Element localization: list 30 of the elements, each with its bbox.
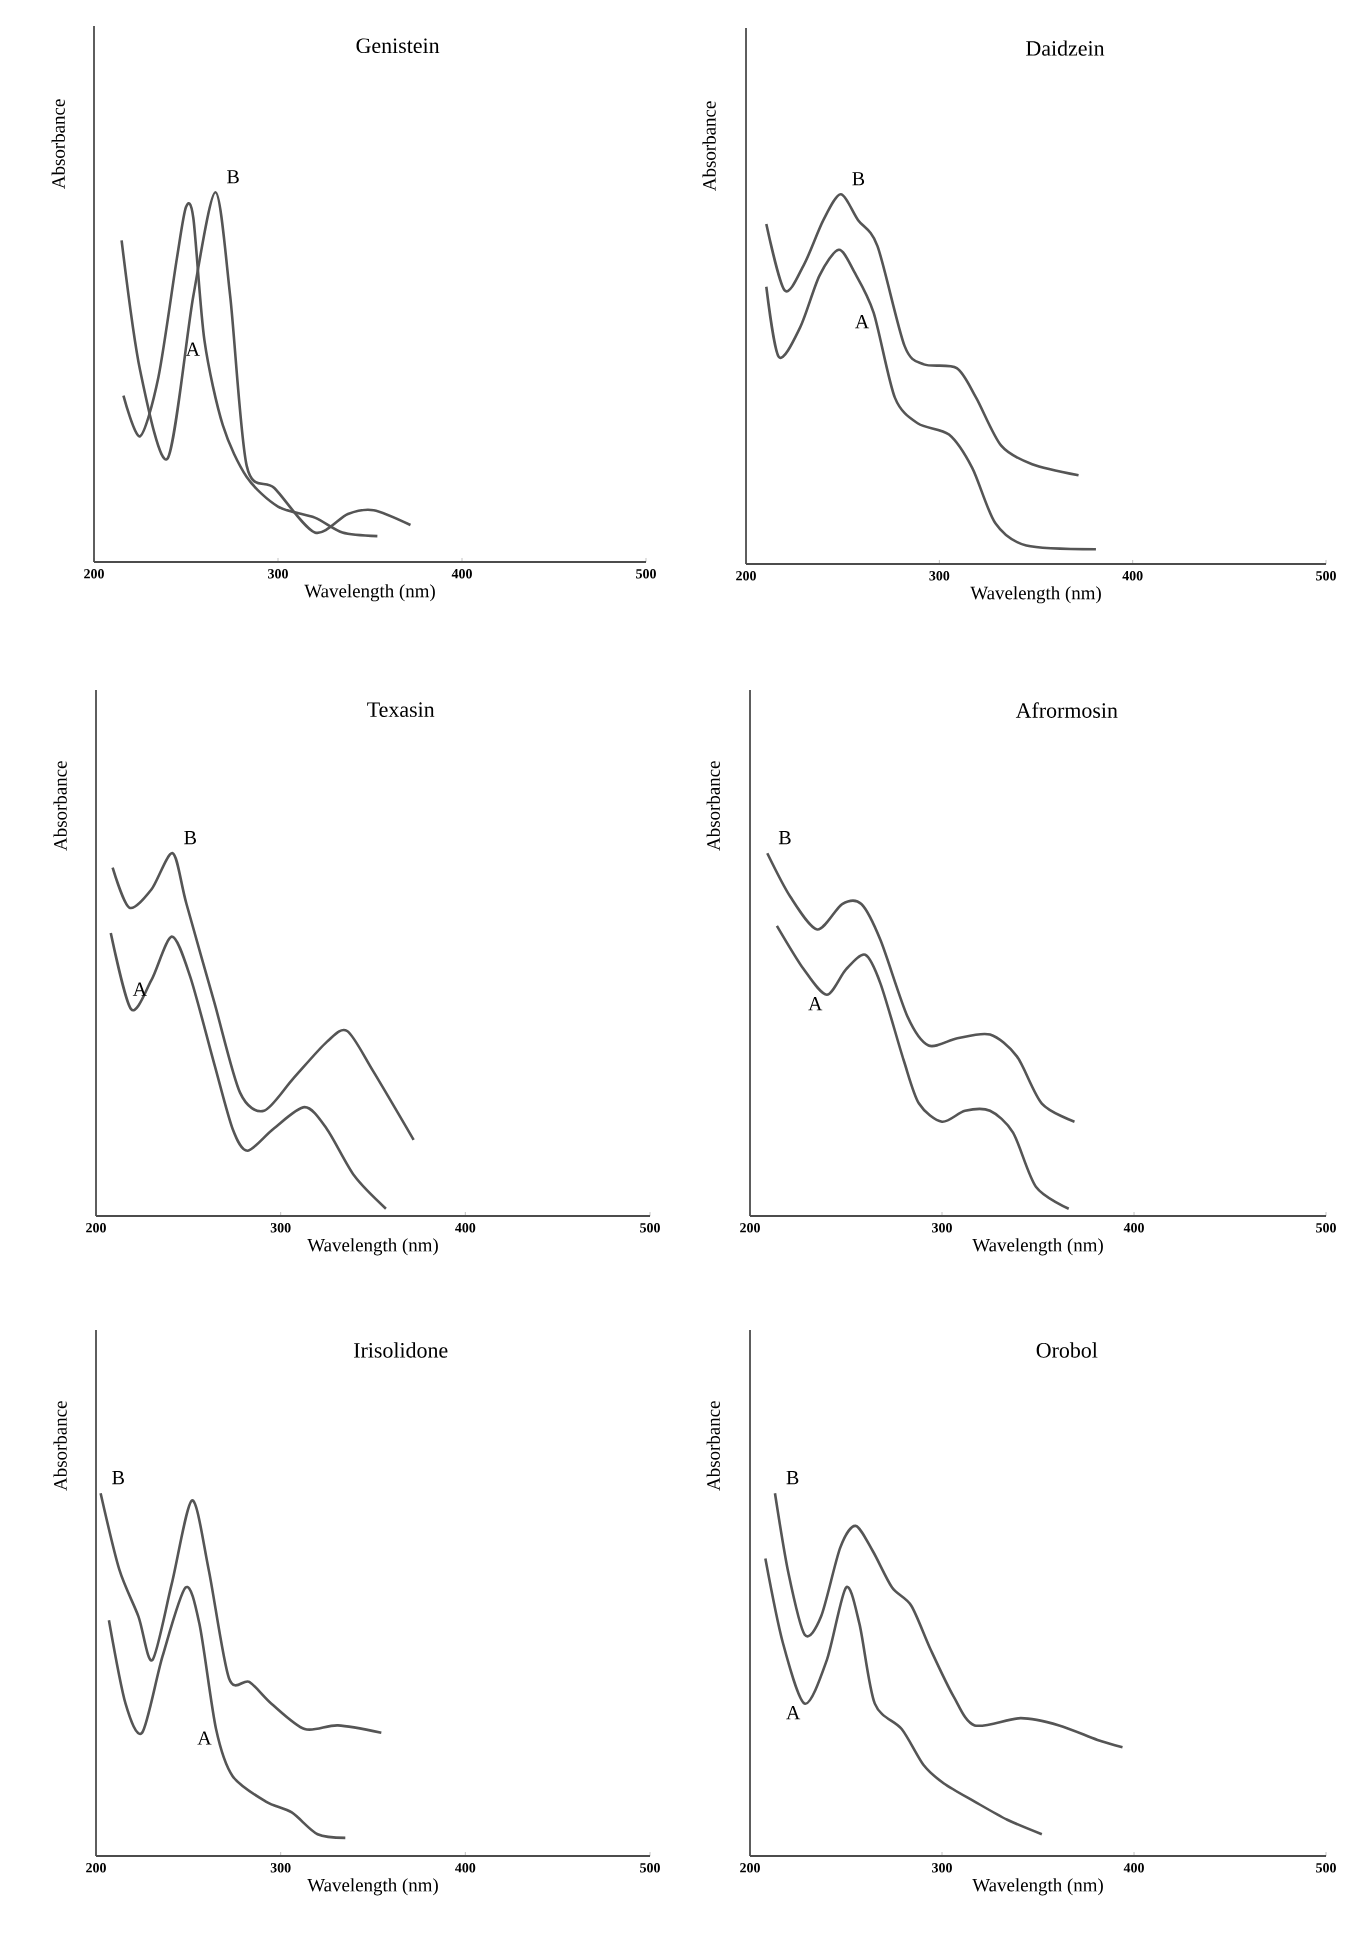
y-axis-title: Absorbance <box>706 761 720 851</box>
y-axis-title: Absorbance <box>53 1401 67 1491</box>
x-axis-title: Wavelength (nm) <box>304 584 435 602</box>
chart-title: Orobol <box>1036 1342 1098 1358</box>
chart-title: Afrormosin <box>1015 702 1118 718</box>
series-label: B <box>852 172 865 186</box>
series-label: A <box>197 1731 212 1745</box>
y-axis-title: Absorbance <box>702 101 716 191</box>
series-label: A <box>185 342 200 356</box>
x-axis-title: Wavelength (nm) <box>307 1878 438 1896</box>
chart-title: Texasin <box>367 702 435 718</box>
series-label: A <box>808 997 823 1011</box>
y-axis-title: Absorbance <box>706 1401 720 1491</box>
series-label: B <box>112 1471 124 1485</box>
chart-title: Genistein <box>356 38 440 54</box>
series-label: A <box>132 982 147 996</box>
series-label: B <box>786 1471 799 1485</box>
chart-title: Irisolidone <box>354 1342 448 1358</box>
series-label: B <box>227 170 239 184</box>
x-axis-title: Wavelength (nm) <box>972 1238 1103 1256</box>
series-label: A <box>855 315 870 329</box>
chart-title: Daidzein <box>1026 40 1105 56</box>
series-label: A <box>786 1706 801 1720</box>
y-axis-title: Absorbance <box>53 761 67 851</box>
x-axis-title: Wavelength (nm) <box>307 1238 438 1256</box>
x-axis-title: Wavelength (nm) <box>970 586 1101 604</box>
series-label: B <box>778 831 791 845</box>
y-axis-title: Absorbance <box>51 99 65 189</box>
series-label: B <box>184 831 196 845</box>
x-axis-title: Wavelength (nm) <box>972 1878 1103 1896</box>
